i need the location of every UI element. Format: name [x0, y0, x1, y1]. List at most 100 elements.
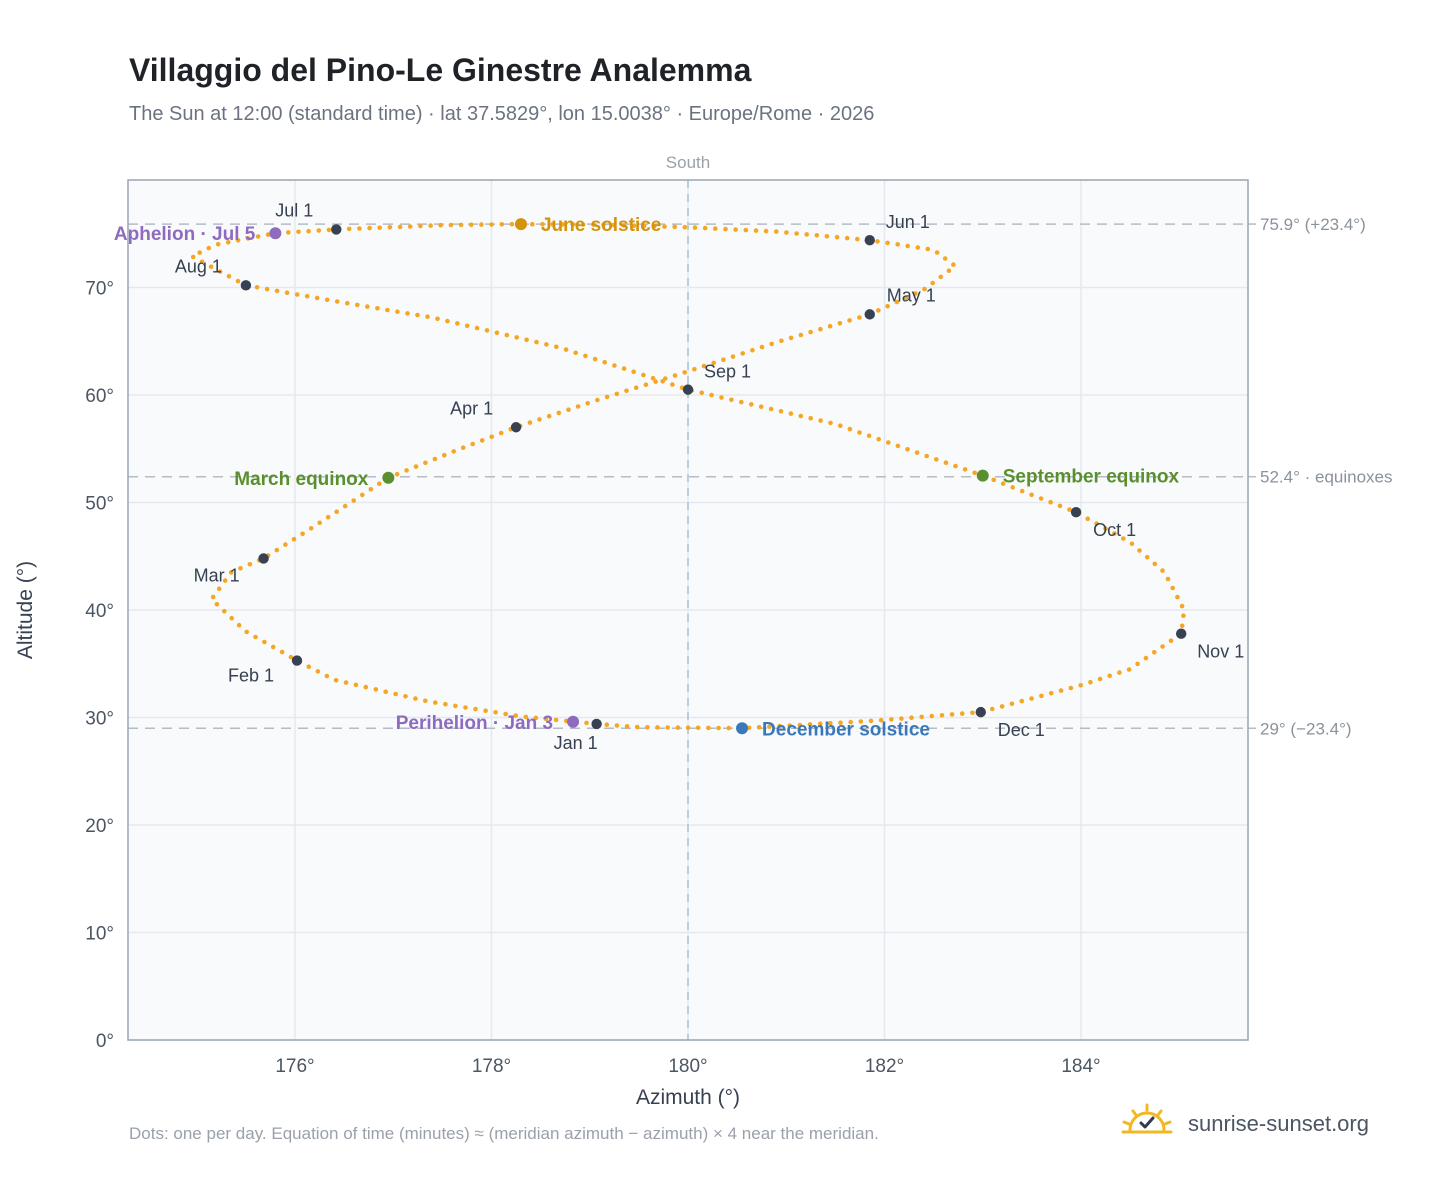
analemma-day-dot: [818, 326, 823, 332]
analemma-day-dot: [1129, 541, 1135, 547]
y-tick-label: 50°: [85, 494, 114, 515]
analemma-day-dot: [750, 347, 755, 353]
analemma-day-dot: [543, 716, 549, 722]
analemma-day-dot: [583, 353, 588, 359]
analemma-day-dot: [324, 297, 330, 303]
analemma-day-dot: [546, 413, 552, 419]
analemma-day-dot: [365, 304, 370, 309]
analemma-day-dot: [334, 299, 340, 304]
month-marker: [864, 309, 875, 320]
month-label: Dec 1: [998, 720, 1045, 740]
analemma-day-dot: [294, 292, 300, 297]
analemma-day-dot: [284, 290, 290, 296]
analemma-day-dot: [934, 457, 939, 462]
analemma-day-dot: [739, 399, 744, 405]
analemma-day-dot: [702, 225, 708, 231]
y-tick-label: 10°: [85, 924, 114, 945]
analemma-day-dot: [404, 468, 409, 473]
event-marker: [976, 469, 989, 482]
analemma-day-dot: [206, 245, 212, 251]
analemma-day-dot: [479, 438, 485, 443]
analemma-day-dot: [432, 456, 438, 462]
analemma-day-dot: [838, 423, 843, 429]
analemma-day-dot: [245, 236, 251, 241]
analemma-day-dot: [570, 222, 576, 227]
analemma-day-dot: [949, 712, 955, 717]
meridian-label: South: [666, 153, 710, 172]
reference-line-label: 52.4° · equinoxes: [1260, 468, 1393, 487]
analemma-day-dot: [895, 242, 900, 247]
analemma-day-dot: [222, 578, 228, 583]
analemma-day-dot: [215, 241, 221, 247]
analemma-day-dot: [808, 416, 813, 421]
analemma-day-dot: [645, 725, 650, 730]
analemma-day-dot: [423, 460, 428, 466]
month-label: May 1: [887, 285, 936, 305]
analemma-day-dot: [229, 615, 234, 621]
event-marker: [269, 227, 282, 240]
analemma-day-dot: [876, 436, 881, 442]
analemma-day-dot: [778, 409, 784, 414]
analemma-day-dot: [357, 226, 362, 231]
month-label: Feb 1: [228, 666, 274, 686]
analemma-day-dot: [351, 498, 357, 503]
analemma-day-dot: [934, 250, 940, 255]
x-tick-label: 182°: [865, 1056, 904, 1077]
analemma-day-dot: [641, 223, 647, 229]
month-marker: [258, 553, 269, 564]
analemma-day-dot: [899, 716, 904, 721]
analemma-day-dot: [373, 687, 379, 692]
analemma-day-dot: [959, 711, 965, 716]
brand[interactable]: sunrise-sunset.org: [1120, 1102, 1369, 1146]
analemma-day-dot: [433, 700, 438, 705]
analemma-day-dot: [787, 723, 792, 728]
analemma-day-dot: [1135, 661, 1140, 667]
month-label: Sep 1: [704, 362, 751, 382]
analemma-day-dot: [235, 278, 241, 284]
analemma-day-dot: [395, 309, 400, 315]
analemma-day-dot: [1179, 623, 1185, 629]
analemma-day-dot: [254, 285, 260, 290]
analemma-day-dot: [662, 224, 667, 229]
analemma-day-dot: [1117, 670, 1122, 675]
analemma-day-dot: [692, 225, 698, 230]
analemma-day-dot: [306, 228, 311, 234]
analemma-day-dot: [1152, 650, 1157, 655]
analemma-day-dot: [719, 395, 724, 400]
analemma-day-dot: [788, 411, 794, 416]
analemma-day-dot: [972, 470, 977, 476]
analemma-path: [190, 221, 1186, 731]
analemma-day-dot: [991, 477, 996, 483]
reference-line-label: 29° (−23.4°): [1260, 719, 1352, 738]
analemma-day-dot: [929, 713, 935, 719]
analemma-day-dot: [1019, 488, 1025, 494]
analemma-day-dot: [682, 224, 688, 230]
y-tick-label: 20°: [85, 816, 114, 837]
analemma-day-dot: [435, 316, 440, 322]
analemma-day-dot: [360, 492, 365, 498]
analemma-day-dot: [363, 684, 369, 690]
analemma-day-dot: [326, 227, 332, 233]
analemma-day-dot: [1009, 701, 1015, 707]
analemma-day-dot: [857, 315, 862, 320]
month-marker: [510, 422, 522, 433]
analemma-day-dot: [970, 710, 975, 716]
analemma-day-dot: [585, 401, 590, 406]
analemma-day-dot: [767, 724, 772, 729]
analemma-day-dot: [197, 250, 202, 255]
analemma-day-dot: [513, 713, 518, 718]
analemma-day-dot: [692, 367, 697, 372]
analemma-day-dot: [903, 295, 909, 301]
month-marker: [291, 655, 303, 666]
x-tick-label: 178°: [472, 1056, 511, 1077]
analemma-day-dot: [1121, 536, 1126, 541]
analemma-day-dot: [503, 711, 508, 717]
analemma-day-dot: [346, 226, 352, 232]
analemma-day-dot: [753, 228, 759, 233]
analemma-day-dot: [443, 701, 448, 707]
analemma-day-dot: [553, 717, 559, 723]
analemma-day-dot: [665, 725, 670, 730]
analemma-day-dot: [208, 264, 214, 270]
analemma-day-dot: [758, 404, 764, 410]
analemma-day-dot: [265, 232, 271, 237]
